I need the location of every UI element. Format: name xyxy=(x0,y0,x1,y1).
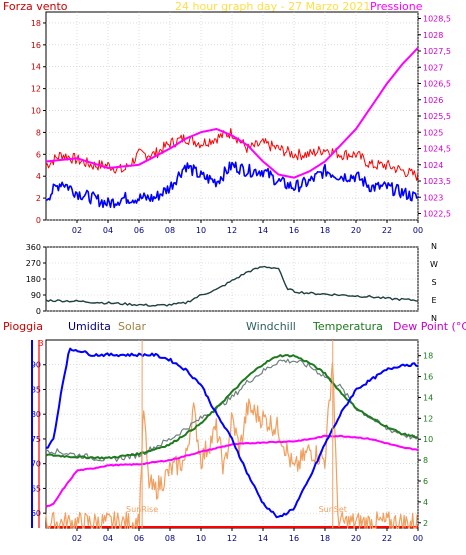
chart1-y-right-label-3: 1024 xyxy=(423,161,443,170)
chart1-y-right-label-5: 1025 xyxy=(423,128,443,137)
wind-force-label: Forza vento xyxy=(3,0,68,13)
chart3-y-right-label-0: 2 xyxy=(423,519,428,528)
chart1-y-left-label-6: 12 xyxy=(31,85,41,94)
series-gust xyxy=(45,128,419,181)
series-temperature xyxy=(45,354,418,460)
chart1-y-left-label-3: 6 xyxy=(36,150,41,159)
chart1-x-label-11: 00 xyxy=(413,226,423,235)
chart3-y-left-label-6: 90 xyxy=(31,361,41,370)
chart1-x-label-1: 04 xyxy=(103,226,113,235)
chart1-y-left-label-4: 8 xyxy=(36,128,41,137)
chart1-y-right-label-8: 1026,5 xyxy=(423,80,451,89)
chart3-x-label-6: 14 xyxy=(258,534,268,543)
legend-solar: Solar xyxy=(118,320,147,333)
chart3-x-label-8: 18 xyxy=(320,534,330,543)
chart1-x-label-2: 06 xyxy=(134,226,144,235)
chart3-y-right-label-5: 12 xyxy=(423,414,433,423)
chart1-x-label-8: 18 xyxy=(320,226,330,235)
chart1-x-label-5: 12 xyxy=(227,226,237,235)
chart2-y-left-label-4: 360 xyxy=(26,243,41,252)
chart1-y-right-label-2: 1023,5 xyxy=(423,177,451,186)
chart3-y-left-label-2: 70 xyxy=(31,460,41,469)
chart3-x-label-4: 10 xyxy=(196,534,206,543)
series-solar xyxy=(45,362,418,529)
chart1-y-right-label-4: 1024,5 xyxy=(423,145,451,154)
chart3-x-label-1: 04 xyxy=(103,534,113,543)
series-pressure xyxy=(45,47,419,179)
chart2-y-left-label-1: 90 xyxy=(31,291,41,300)
chart2-y-left-label-2: 180 xyxy=(26,275,41,284)
chart1-plot-area xyxy=(45,11,419,221)
chart1-x-label-10: 22 xyxy=(382,226,392,235)
chart1-y-right-label-0: 1022,5 xyxy=(423,210,451,219)
series-wind xyxy=(45,161,419,209)
chart1-y-left-label-9: 18 xyxy=(31,19,41,28)
chart3-x-label-3: 08 xyxy=(165,534,175,543)
chart1-x-label-6: 14 xyxy=(258,226,268,235)
chart1-y-left-label-0: 0 xyxy=(36,216,41,225)
chart-marks: 0246810121416181022,510231023,510241024,… xyxy=(26,11,451,543)
chart2-y-left-label-3: 270 xyxy=(26,259,41,268)
chart1-y-left-label-7: 14 xyxy=(31,63,41,72)
chart3-y-right-label-8: 18 xyxy=(423,352,433,361)
chart1-x-label-9: 20 xyxy=(351,226,361,235)
chart3-y-right-label-2: 6 xyxy=(423,477,428,486)
chart3-annotation-0: SunRise xyxy=(126,505,158,514)
chart1-x-label-0: 02 xyxy=(72,226,82,235)
chart3-y-right-label-4: 10 xyxy=(423,435,433,444)
chart-title: 24 hour graph day - 27 Marzo 2021 xyxy=(175,0,370,13)
chart3-y-right-label-6: 14 xyxy=(423,393,433,402)
chart2-y-left-label-0: 0 xyxy=(36,307,41,316)
chart1-y-right-label-10: 1027,5 xyxy=(423,47,451,56)
chart1-y-left-label-1: 2 xyxy=(36,194,41,203)
chart3-rain-value: 3 xyxy=(38,339,43,348)
chart2-compass-2: S xyxy=(431,278,436,287)
chart1-y-right-label-11: 1028 xyxy=(423,31,443,40)
legend-dewpoint: Dew Point (°C) xyxy=(393,320,466,333)
chart3-y-left-label-4: 80 xyxy=(31,410,41,419)
chart1-y-right-label-9: 1027 xyxy=(423,63,443,72)
chart1-y-left-label-2: 4 xyxy=(36,172,41,181)
legend-humidity: Umidita xyxy=(68,320,111,333)
chart2-compass-4: N xyxy=(431,314,437,323)
chart3-y-right-label-7: 16 xyxy=(423,373,433,382)
chart1-x-label-4: 10 xyxy=(196,226,206,235)
chart1-y-right-label-12: 1028,5 xyxy=(423,15,451,24)
chart1-y-left-label-8: 16 xyxy=(31,41,41,50)
chart3-y-right-label-3: 8 xyxy=(423,456,428,465)
series-humidity xyxy=(46,347,419,519)
chart3-y-right-label-1: 4 xyxy=(423,498,428,507)
pressure-label: Pressione xyxy=(370,0,423,13)
chart3-y-left-label-1: 65 xyxy=(31,484,41,493)
series-dewpoint xyxy=(45,434,419,508)
chart1-y-right-label-6: 1025,5 xyxy=(423,112,451,121)
chart1-y-right-label-1: 1023 xyxy=(423,193,443,202)
chart3-x-label-10: 22 xyxy=(382,534,392,543)
chart3-y-left-label-0: 60 xyxy=(31,509,41,518)
chart1-y-right-label-7: 1026 xyxy=(423,96,443,105)
legend-rain: Pioggia xyxy=(3,320,43,333)
chart3-y-left-label-5: 85 xyxy=(31,385,41,394)
chart1-y-left-label-5: 10 xyxy=(31,107,41,116)
chart3-x-label-11: 00 xyxy=(413,534,423,543)
chart3-x-label-5: 12 xyxy=(227,534,237,543)
chart3-x-label-9: 20 xyxy=(351,534,361,543)
chart3-y-left-label-3: 75 xyxy=(31,435,41,444)
chart3-x-label-2: 06 xyxy=(134,534,144,543)
chart2-compass-0: N xyxy=(431,242,437,251)
series-direction xyxy=(45,265,419,307)
chart3-annotation-1: SunSet xyxy=(319,505,347,514)
chart1-x-label-7: 16 xyxy=(289,226,299,235)
legend-windchill: Windchill xyxy=(246,320,296,333)
chart3-x-label-7: 16 xyxy=(289,534,299,543)
chart1-x-label-3: 08 xyxy=(165,226,175,235)
chart3-x-label-0: 02 xyxy=(72,534,82,543)
chart2-compass-3: E xyxy=(431,296,436,305)
chart2-compass-1: W xyxy=(430,260,438,269)
legend-temperature: Temperatura xyxy=(312,320,383,333)
